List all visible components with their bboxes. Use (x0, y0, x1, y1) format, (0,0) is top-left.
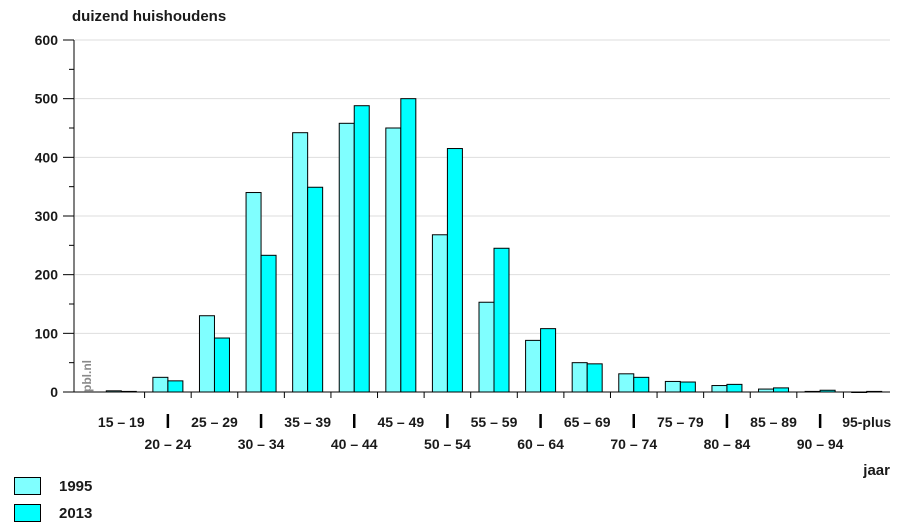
legend-item-2013: 2013 (14, 502, 92, 524)
x-tick-label-3: 30 – 34 (238, 436, 285, 452)
bar-1995-2 (198, 315, 215, 393)
bar-1995-12 (664, 380, 681, 393)
x-tick-label-15: 90 – 94 (797, 436, 844, 452)
x-tick-label-12: 75 – 79 (657, 414, 704, 430)
bar-2013-2 (213, 337, 230, 393)
bar-1995-3 (245, 192, 262, 393)
bar-2013-6 (400, 98, 417, 393)
bar-1995-1 (152, 376, 169, 393)
y-tick-label-100: 100 (35, 325, 59, 341)
x-tick-label-16: 95-plus (842, 414, 891, 430)
x-tick-label-4: 35 – 39 (284, 414, 331, 430)
x-tick-label-10: 65 – 69 (564, 414, 611, 430)
x-tick-label-14: 85 – 89 (750, 414, 797, 430)
bar-1995-10 (571, 362, 588, 393)
x-tick-label-1: 20 – 24 (145, 436, 192, 452)
bar-1995-11 (618, 373, 635, 393)
bar-1995-13 (711, 385, 728, 393)
bar-2013-3 (260, 254, 277, 393)
y-tick-label-600: 600 (35, 32, 59, 48)
bar-2013-11 (633, 376, 650, 393)
legend-swatch-2013 (14, 504, 41, 522)
x-tick-label-7: 50 – 54 (424, 436, 471, 452)
x-tick-label-9: 60 – 64 (517, 436, 564, 452)
legend-label-1995: 1995 (59, 477, 93, 495)
bar-1995-7 (431, 234, 448, 393)
legend-swatch-1995 (14, 477, 41, 495)
x-axis-label: jaar (863, 462, 890, 479)
bar-2013-10 (586, 363, 603, 393)
bar-2013-14 (773, 387, 790, 393)
y-tick-label-200: 200 (35, 267, 59, 283)
x-tick-label-8: 55 – 59 (471, 414, 518, 430)
bar-2013-4 (307, 186, 324, 393)
x-tick-label-11: 70 – 74 (610, 436, 657, 452)
bar-2013-7 (446, 148, 463, 393)
bar-1995-6 (385, 127, 402, 393)
y-tick-label-300: 300 (35, 208, 59, 224)
y-axis-label: duizend huishoudens (72, 8, 227, 25)
watermark: pbl.nl (80, 360, 94, 392)
y-tick-label-500: 500 (35, 91, 59, 107)
x-tick-label-2: 25 – 29 (191, 414, 238, 430)
bar-2013-13 (726, 383, 743, 393)
bar-1995-9 (525, 339, 542, 393)
bar-1995-5 (338, 122, 355, 393)
bar-1995-8 (478, 301, 495, 393)
y-tick-label-400: 400 (35, 149, 59, 165)
bar-1995-4 (292, 132, 309, 393)
x-tick-label-0: 15 – 19 (98, 414, 145, 430)
x-tick-label-6: 45 – 49 (377, 414, 424, 430)
bar-2013-12 (679, 381, 696, 393)
legend-label-2013: 2013 (59, 504, 93, 522)
bar-2013-9 (540, 328, 557, 393)
bar-2013-1 (167, 380, 184, 393)
bar-2013-8 (493, 247, 510, 393)
x-tick-label-13: 80 – 84 (704, 436, 751, 452)
legend: 1995 2013 (14, 475, 92, 529)
y-tick-label-0: 0 (50, 384, 58, 400)
bar-2013-5 (353, 105, 370, 393)
x-tick-label-5: 40 – 44 (331, 436, 378, 452)
legend-item-1995: 1995 (14, 475, 92, 497)
